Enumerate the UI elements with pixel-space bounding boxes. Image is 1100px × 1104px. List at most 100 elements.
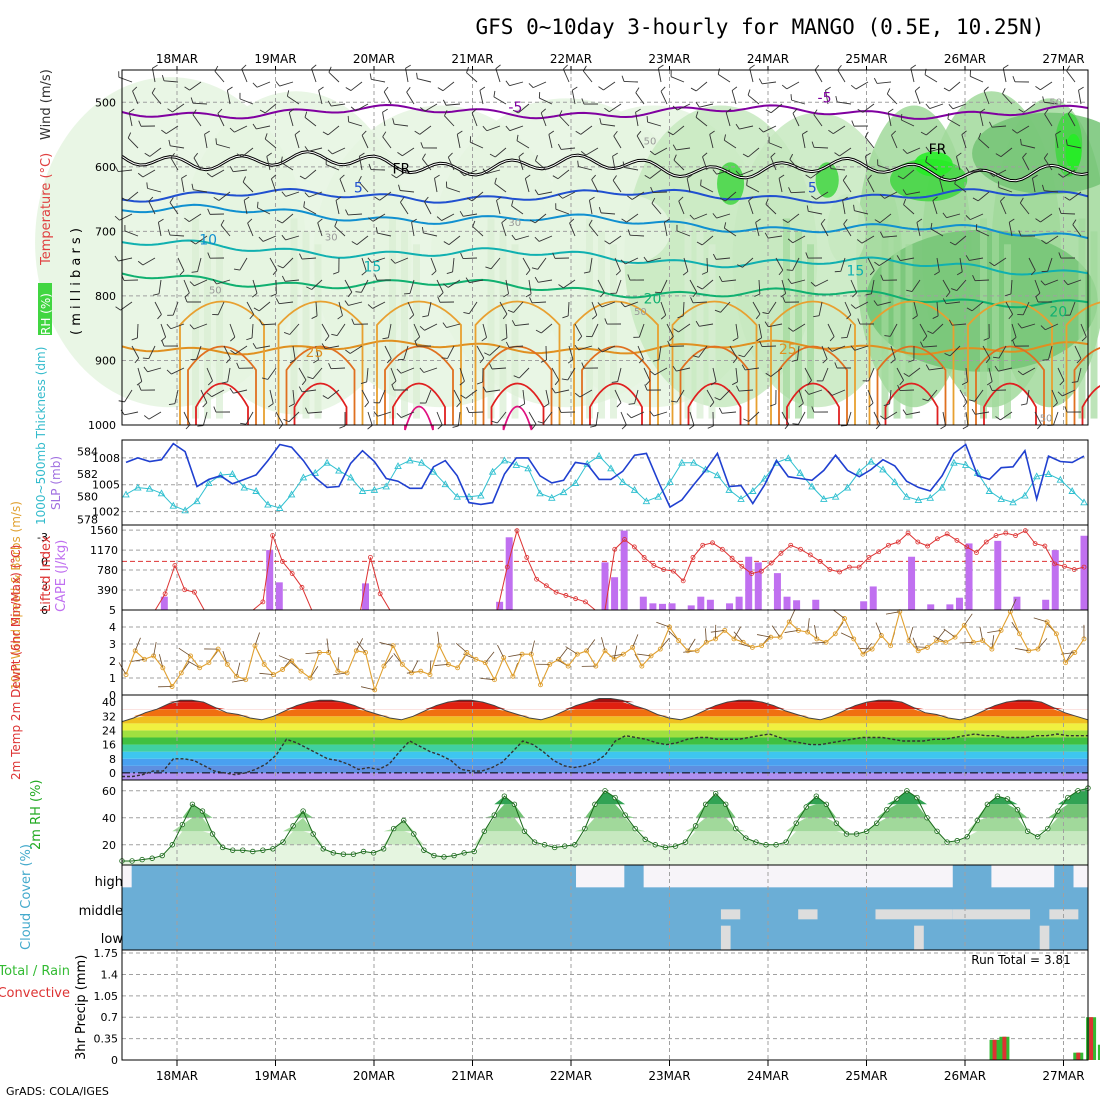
temp-area-band	[122, 702, 1088, 709]
wind-barb-flag	[496, 65, 501, 69]
wind-barb	[970, 76, 983, 82]
cape-bar	[745, 557, 752, 610]
cloud-ylabel: Cloud Cover (%)	[19, 844, 34, 950]
rh-streak	[192, 218, 199, 418]
wind-barb-flag	[227, 87, 232, 90]
wind-barb	[1067, 71, 1075, 82]
wind-barb-flag	[841, 337, 847, 338]
wind-barb-flag	[240, 423, 246, 424]
wind-barb-flag	[696, 102, 699, 107]
wind-barb-flag	[384, 87, 388, 92]
wind-barb-flag	[617, 403, 621, 407]
cape-bar	[726, 603, 733, 610]
wind10-barb	[456, 643, 467, 652]
date-label-top: 27MAR	[1042, 52, 1084, 66]
wind10-barb	[876, 623, 881, 636]
precip-tick-label: 1.75	[94, 947, 119, 960]
wind-barb	[119, 77, 132, 82]
wind-barb	[529, 412, 536, 424]
precip-conv-bar	[1002, 1037, 1006, 1060]
date-label-bottom: 23MAR	[648, 1069, 690, 1083]
cape-bar	[1052, 550, 1059, 610]
wind10-barb	[361, 687, 375, 690]
wind-barb-flag	[339, 426, 345, 428]
date-label-bottom: 18MAR	[156, 1069, 198, 1083]
cape-bar	[506, 537, 513, 610]
isotherm-label: 15	[364, 259, 382, 275]
rh-streak	[807, 244, 814, 418]
date-label-bottom: 27MAR	[1042, 1069, 1084, 1083]
wind-barb-flag	[370, 73, 371, 79]
rh-contour-label: 30	[325, 232, 338, 243]
wind-barb	[690, 412, 694, 425]
wind10-barb	[789, 609, 795, 622]
wind-barb-flag	[214, 407, 216, 413]
slp-tick-label: 1005	[92, 479, 120, 492]
wind-barb	[1053, 412, 1058, 425]
isotherm-label: 5	[808, 181, 817, 197]
wind10-barb	[1034, 618, 1047, 622]
cloud-mid-gap	[798, 909, 817, 919]
wind-barb-flag	[1003, 65, 1008, 68]
wind-barb	[930, 104, 943, 109]
cloud-mid-gap	[953, 909, 1030, 919]
wind-barb	[696, 82, 707, 91]
upper-ylabel-rh: RH (%)	[39, 293, 53, 335]
wind-barb	[815, 70, 822, 82]
cape-bar	[496, 602, 503, 610]
thick-ylabel: 1000~500mb Thickness (dm)	[34, 347, 48, 525]
wind-barb	[280, 82, 293, 86]
wind10-barb	[909, 627, 913, 640]
wind-barb-flag	[815, 65, 819, 70]
precip-tick-label: 0.7	[101, 1011, 119, 1024]
wind10-tick-label: 3	[109, 638, 116, 651]
wind-barb	[787, 82, 799, 89]
temp-color-band	[122, 745, 1088, 752]
wind-barb	[137, 324, 138, 338]
rh-streak	[980, 218, 987, 418]
wind10-barb	[688, 639, 695, 651]
wind-barb-flag	[480, 87, 485, 90]
panel-frame-thick	[122, 440, 1088, 525]
wind10-barb	[587, 639, 595, 650]
wind-barb	[215, 71, 224, 82]
temp-color-band	[122, 773, 1088, 780]
rh-streak	[413, 244, 420, 418]
pressure-tick-label: 800	[95, 290, 116, 303]
wind-barb-flag	[215, 66, 218, 71]
isotherm-label: 5	[354, 181, 363, 197]
cape-bar	[956, 598, 963, 610]
rh-contour-label: 50	[1040, 413, 1053, 424]
wind-barb-flag	[787, 270, 793, 271]
wind-barb	[437, 412, 442, 425]
rh-streak	[1004, 244, 1011, 418]
rh2m-tick-label: 60	[102, 785, 116, 798]
wind-barb-flag	[453, 426, 459, 428]
cloud-low-gap	[914, 926, 924, 950]
upper-ylabel-mb: ( m i l l i b a r s )	[69, 228, 84, 335]
wind-barb-flag	[759, 79, 762, 84]
precip-tick-label: 1.4	[101, 968, 119, 981]
rh2m-tick-label: 40	[102, 812, 116, 825]
isotherm-label: 20	[644, 292, 662, 308]
date-label-bottom: 19MAR	[254, 1069, 296, 1083]
wind10-barb	[179, 648, 191, 656]
temp-tick-label: 16	[102, 739, 116, 752]
wind-barb	[368, 412, 372, 425]
date-label-bottom: 22MAR	[550, 1069, 592, 1083]
wind-barb-flag	[748, 89, 750, 95]
pressure-tick-label: 700	[95, 225, 116, 238]
date-label-bottom: 21MAR	[451, 1069, 493, 1083]
wind-barb	[583, 71, 592, 82]
wind-barb-flag	[365, 402, 369, 407]
temp-tick-label: 40	[102, 696, 116, 709]
wind-barb-flag	[438, 425, 442, 429]
date-label-bottom: 25MAR	[845, 1069, 887, 1083]
wind10-barb	[497, 645, 503, 658]
wind-barb-flag	[417, 73, 418, 79]
wind-barb	[925, 75, 937, 82]
cloud-clear-high	[991, 865, 1054, 887]
slp-tick-label: 1002	[92, 506, 120, 519]
wind-barb	[654, 412, 667, 416]
cape-bar	[659, 604, 666, 610]
